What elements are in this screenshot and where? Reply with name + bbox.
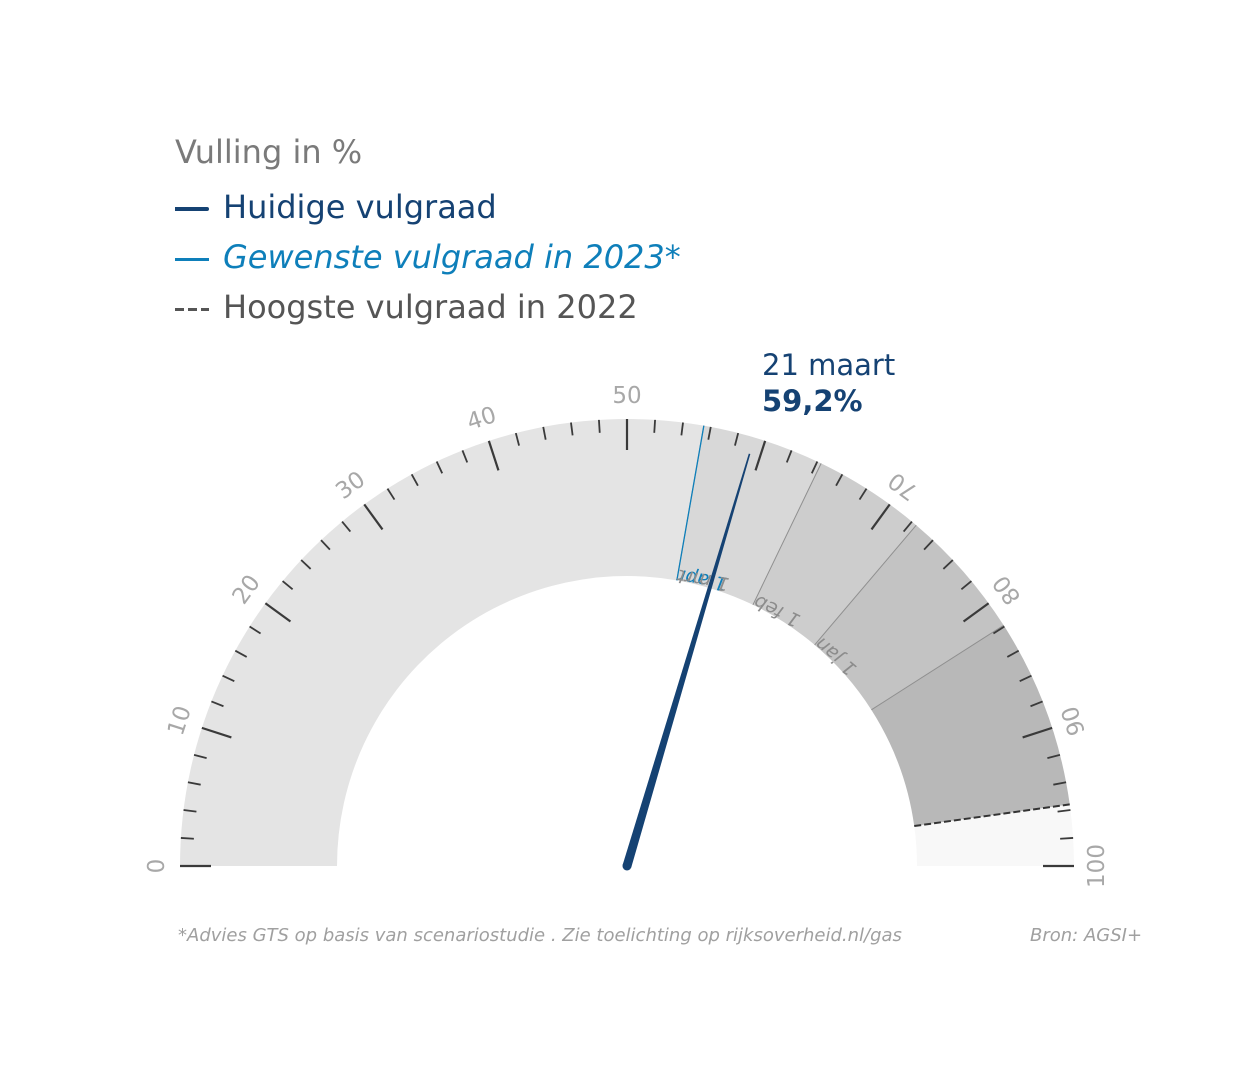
minor-tick — [653, 419, 656, 433]
major-tick — [487, 440, 500, 471]
tick-label: 0 — [144, 859, 170, 874]
current-value-label: 59,2% — [762, 384, 863, 418]
minor-tick — [598, 419, 601, 433]
minor-tick — [341, 521, 352, 533]
tick-label: 30 — [331, 467, 370, 505]
legend-target-label: Gewenste vulgraad in 2023* — [223, 238, 681, 276]
minor-tick — [320, 539, 331, 551]
band-divider-3 — [814, 524, 917, 646]
minor-tick — [1053, 781, 1067, 786]
source-label: Bron: AGSI+ — [1030, 925, 1143, 946]
minor-tick — [514, 432, 520, 446]
gauge-bands — [676, 425, 1070, 827]
minor-tick — [282, 580, 294, 591]
minor-tick — [386, 488, 396, 501]
footnote: *Advies GTS op basis van scenariostudie … — [178, 925, 902, 946]
needle-hub — [622, 861, 632, 871]
minor-tick — [180, 837, 194, 840]
target-line — [676, 425, 705, 581]
minor-tick — [1057, 809, 1071, 813]
major-tick — [363, 503, 384, 531]
minor-tick — [960, 580, 972, 591]
gauge-band-4 — [871, 625, 1070, 827]
minor-tick — [1019, 674, 1032, 683]
legend-max-swatch — [175, 307, 209, 311]
minor-tick — [187, 781, 201, 786]
minor-tick — [785, 450, 793, 463]
minor-tick — [810, 461, 819, 474]
tick-label: 80 — [988, 570, 1026, 609]
tick-label: 70 — [884, 467, 923, 505]
minor-tick — [183, 809, 197, 813]
legend-target-swatch — [175, 257, 209, 261]
minor-tick — [1060, 837, 1074, 840]
minor-tick — [211, 700, 224, 708]
gauge-band-3 — [814, 525, 1004, 710]
gauge-band-1 — [676, 425, 822, 605]
legend-current-label: Huidige vulgraad — [223, 188, 497, 226]
tick-label: 10 — [163, 703, 197, 739]
minor-tick — [222, 674, 235, 683]
tick-label: 100 — [1084, 844, 1110, 888]
needle — [622, 453, 751, 868]
major-tick — [870, 503, 891, 531]
gauge-ticks — [180, 419, 1074, 868]
minor-tick — [942, 559, 954, 570]
gauge-arc-base — [180, 419, 704, 866]
tick-label: 90 — [1057, 703, 1091, 739]
minor-tick — [680, 422, 684, 436]
legend-max: Hoogste vulgraad in 2022 — [175, 288, 638, 326]
minor-tick — [461, 450, 469, 463]
major-tick — [962, 602, 990, 623]
minor-tick — [193, 753, 207, 759]
tick-label: 40 — [464, 402, 500, 436]
minor-tick — [734, 432, 740, 446]
minor-tick — [1006, 649, 1020, 658]
minor-tick — [1030, 700, 1043, 708]
major-tick — [754, 440, 767, 471]
band-divider-4 — [871, 624, 1004, 711]
legend-target: Gewenste vulgraad in 2023* — [175, 238, 681, 276]
minor-tick — [707, 426, 712, 440]
gauge-base — [180, 419, 1074, 866]
highest-2022-line — [914, 803, 1070, 828]
legend-max-label: Hoogste vulgraad in 2022 — [223, 288, 638, 326]
gauge-needle-group — [622, 453, 751, 871]
gauge-band-2 — [752, 463, 917, 645]
minor-tick — [410, 473, 419, 487]
minor-tick — [249, 625, 262, 635]
band-divider-2 — [752, 463, 822, 605]
chart-title: Vulling in % — [175, 133, 363, 171]
major-tick — [201, 726, 232, 739]
tick-label: 50 — [612, 383, 641, 409]
minor-tick — [300, 559, 312, 570]
tick-label: 20 — [228, 570, 266, 609]
current-date-label: 21 maart — [762, 348, 896, 382]
minor-tick — [435, 461, 444, 474]
minor-tick — [234, 649, 248, 658]
legend-current-swatch — [175, 207, 209, 211]
minor-tick — [902, 521, 913, 533]
minor-tick — [542, 426, 547, 440]
minor-tick — [923, 539, 934, 551]
gauge-arc-remainder — [914, 804, 1074, 866]
minor-tick — [835, 473, 844, 487]
minor-tick — [1047, 753, 1061, 759]
minor-tick — [858, 488, 868, 501]
minor-tick — [570, 422, 574, 436]
minor-tick — [992, 625, 1005, 635]
major-tick — [264, 602, 292, 623]
legend-current: Huidige vulgraad — [175, 188, 497, 226]
major-tick — [1022, 726, 1053, 739]
